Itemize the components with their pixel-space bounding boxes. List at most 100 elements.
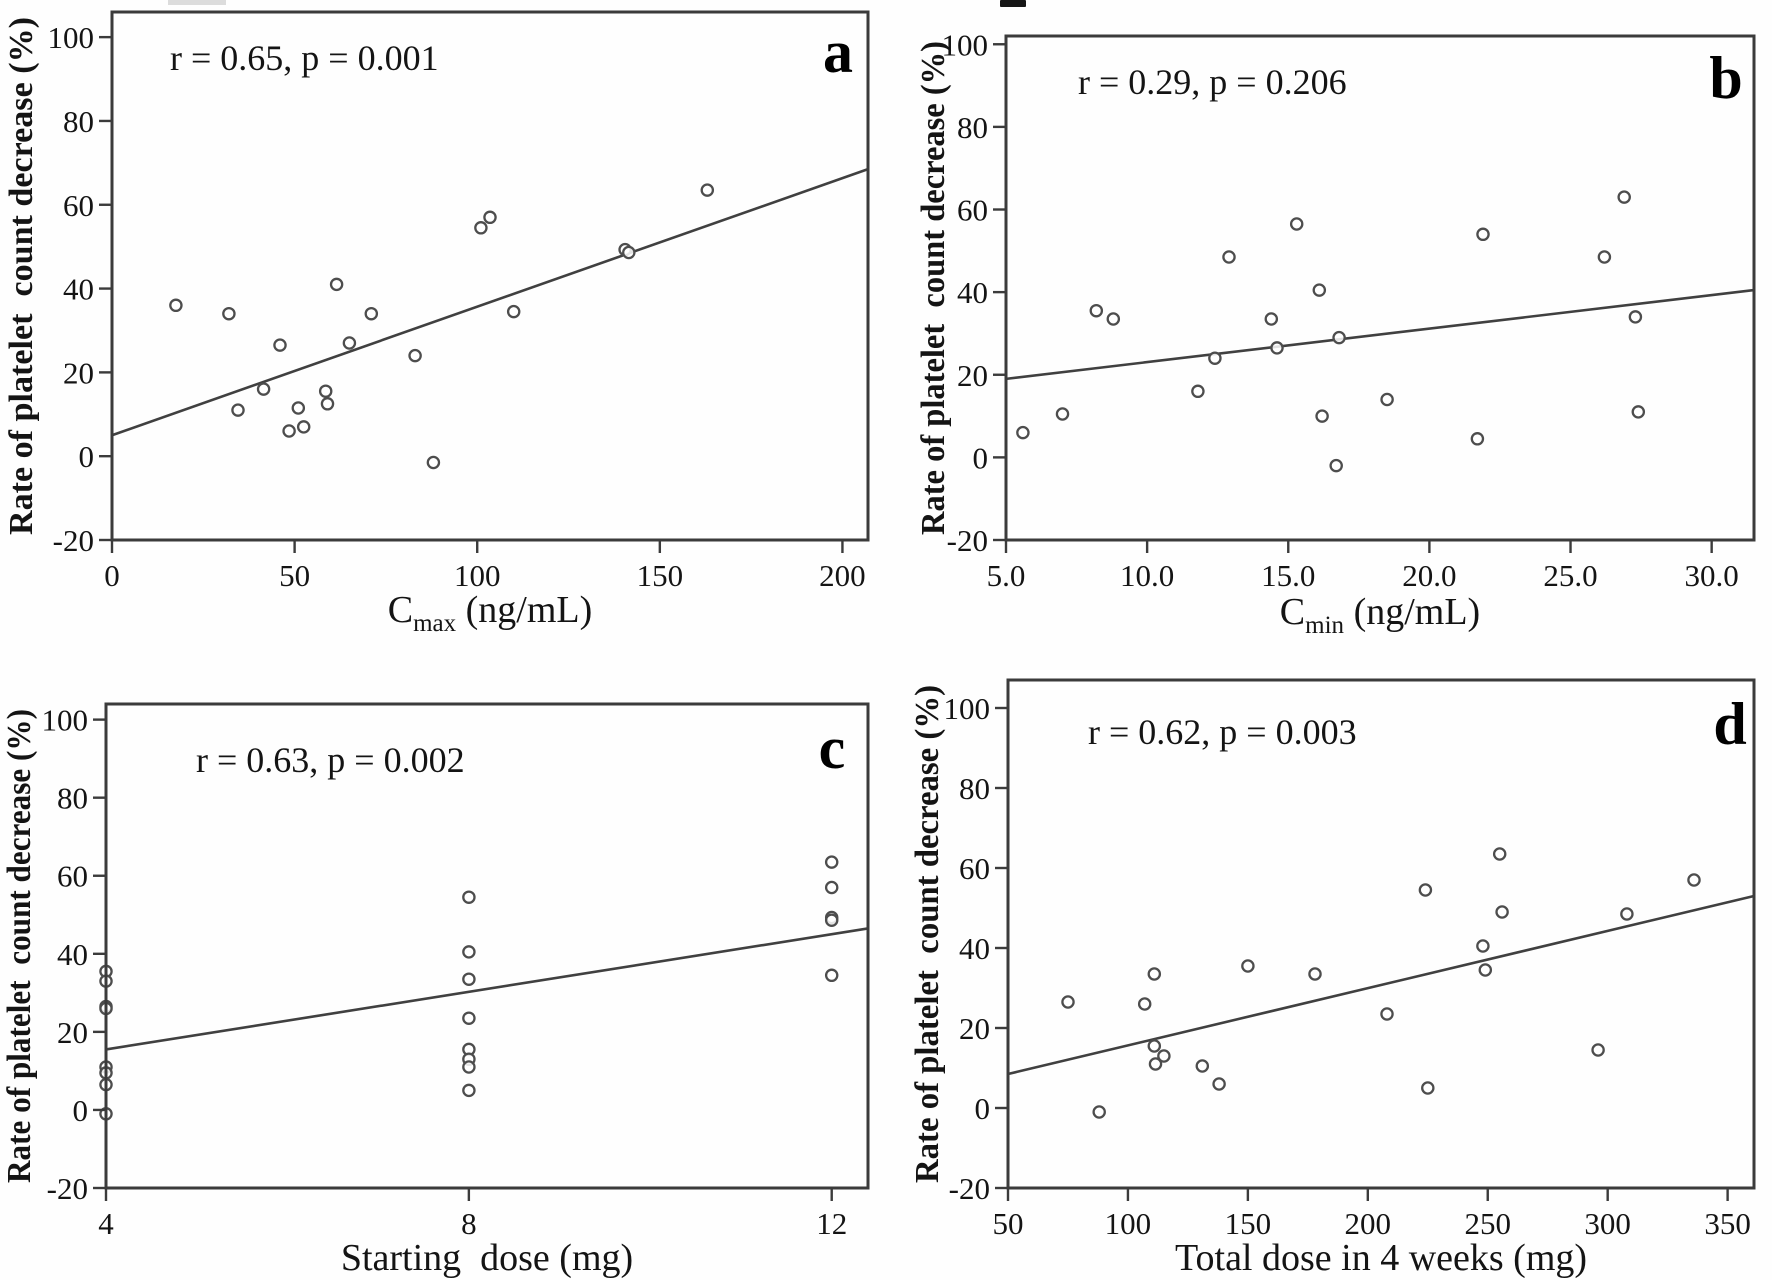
data-point xyxy=(273,338,287,352)
scatter-plot-total-dose: 50 100 150 200 250 300 350 -20 0 20 40 60 80 100 r = 0… xyxy=(909,678,1756,1279)
data-point xyxy=(222,306,236,321)
correlation-annotation: r = 0.29, p = 0.206 xyxy=(1078,62,1347,102)
scatter-plot-cmin: 5.0 10.0 15.0 20.0 25.0 30.0 -20 0 20 40 60 80 100 r … xyxy=(915,27,1756,639)
data-point xyxy=(462,945,476,959)
scatter-plot-starting-dose: 4 8 12 -20 0 20 40 60 80 100 r = 0.63, p = 0.002 c S… xyxy=(1,702,870,1279)
panel-letter: c xyxy=(819,715,846,781)
y-tick-label: 60 xyxy=(957,193,988,228)
data-point xyxy=(1222,250,1236,264)
y-axis: -20 0 20 40 60 80 100 xyxy=(42,703,106,1206)
data-point xyxy=(1620,907,1634,921)
data-point xyxy=(329,277,344,292)
data-point xyxy=(1332,330,1346,345)
data-point xyxy=(1264,312,1279,326)
scatter-plot-cmax: 0 50 100 150 200 -20 0 20 40 60 80 100 r = 0.65, p =… xyxy=(3,10,870,637)
data-points xyxy=(99,855,839,1121)
data-point xyxy=(1148,1057,1163,1071)
data-point xyxy=(1147,967,1162,981)
data-point xyxy=(824,968,839,983)
x-axis-title: Cmax (ng/mL) xyxy=(388,589,593,637)
data-point xyxy=(1329,458,1343,473)
y-tick-label: 0 xyxy=(79,439,95,474)
data-point xyxy=(1157,1049,1171,1063)
data-point xyxy=(1016,425,1030,440)
panel-letter: d xyxy=(1713,691,1746,757)
y-tick-label: 40 xyxy=(957,275,988,310)
x-axis: 0 50 100 150 200 xyxy=(104,540,866,593)
data-points xyxy=(1061,847,1701,1119)
y-tick-label: 20 xyxy=(63,355,94,390)
x-tick-label: 8 xyxy=(461,1206,477,1241)
x-tick-label: 150 xyxy=(1225,1206,1272,1241)
y-tick-label: 80 xyxy=(957,110,988,145)
x-tick-label: 15.0 xyxy=(1261,558,1315,593)
data-point xyxy=(1308,967,1322,981)
x-tick-label: 250 xyxy=(1464,1206,1511,1241)
y-tick-label: 60 xyxy=(959,851,990,886)
data-point xyxy=(1270,341,1284,355)
trendline xyxy=(105,927,869,1051)
data-point xyxy=(1241,959,1255,973)
y-tick-label: 100 xyxy=(42,703,89,738)
plot-border xyxy=(104,702,870,1190)
data-points xyxy=(1016,190,1646,473)
y-tick-label: -20 xyxy=(53,523,94,558)
x-tick-label: 10.0 xyxy=(1120,558,1174,593)
data-point xyxy=(426,455,441,470)
y-tick-label: 40 xyxy=(57,937,88,972)
trendline xyxy=(1005,288,1755,381)
data-point xyxy=(1476,939,1490,953)
data-point xyxy=(1380,1007,1394,1021)
plot-border xyxy=(110,10,870,542)
x-tick-label: 100 xyxy=(1105,1206,1152,1241)
panel-a: 0 50 100 150 200 -20 0 20 40 60 80 100 r = 0.65, p =… xyxy=(0,0,886,640)
data-point xyxy=(1055,407,1070,421)
y-tick-label: 20 xyxy=(959,1011,990,1046)
data-point xyxy=(364,306,379,321)
panel-b: 5.0 10.0 15.0 20.0 25.0 30.0 -20 0 20 40 60 80 100 r … xyxy=(886,0,1772,640)
correlation-annotation: r = 0.62, p = 0.003 xyxy=(1088,712,1357,752)
y-tick-label: 80 xyxy=(57,781,88,816)
y-tick-label: 100 xyxy=(942,27,989,62)
data-point xyxy=(1591,1043,1605,1057)
x-tick-label: 50 xyxy=(279,558,310,593)
data-point xyxy=(622,245,636,260)
x-tick-label: 20.0 xyxy=(1402,558,1456,593)
panel-letter: a xyxy=(823,19,853,85)
data-point xyxy=(1418,883,1433,897)
data-point xyxy=(342,336,357,350)
data-points xyxy=(169,183,715,470)
data-point xyxy=(320,397,335,411)
x-tick-label: 25.0 xyxy=(1543,558,1597,593)
data-point xyxy=(1191,384,1205,399)
data-point xyxy=(1212,1077,1226,1091)
data-point xyxy=(1380,392,1394,407)
data-point xyxy=(1495,905,1509,919)
x-axis-title: Starting dose (mg) xyxy=(341,1237,633,1279)
correlation-annotation: r = 0.63, p = 0.002 xyxy=(196,740,465,780)
x-axis: 5.0 10.0 15.0 20.0 25.0 30.0 xyxy=(987,540,1739,593)
x-tick-label: 150 xyxy=(637,558,684,593)
y-axis-title: Rate of platelet count decrease (%) xyxy=(915,41,952,535)
data-point xyxy=(1315,409,1329,423)
data-point xyxy=(1106,312,1121,326)
data-point xyxy=(1312,283,1327,297)
plot-border xyxy=(1004,34,1756,542)
x-tick-label: 100 xyxy=(454,558,501,593)
data-point xyxy=(169,298,183,313)
data-point xyxy=(1089,303,1104,318)
data-point xyxy=(1631,405,1646,419)
y-tick-label: -20 xyxy=(47,1171,88,1206)
data-point xyxy=(462,972,476,986)
data-point xyxy=(1421,1081,1435,1095)
data-point xyxy=(1597,250,1612,264)
crop-artifact-mark xyxy=(1000,0,1026,7)
data-point xyxy=(824,880,839,895)
data-point xyxy=(824,913,839,927)
data-point xyxy=(1147,1039,1162,1053)
x-tick-label: 5.0 xyxy=(987,558,1026,593)
data-point xyxy=(318,384,333,398)
plot-border xyxy=(1006,678,1756,1190)
data-point xyxy=(256,382,271,396)
y-tick-label: 60 xyxy=(57,859,88,894)
